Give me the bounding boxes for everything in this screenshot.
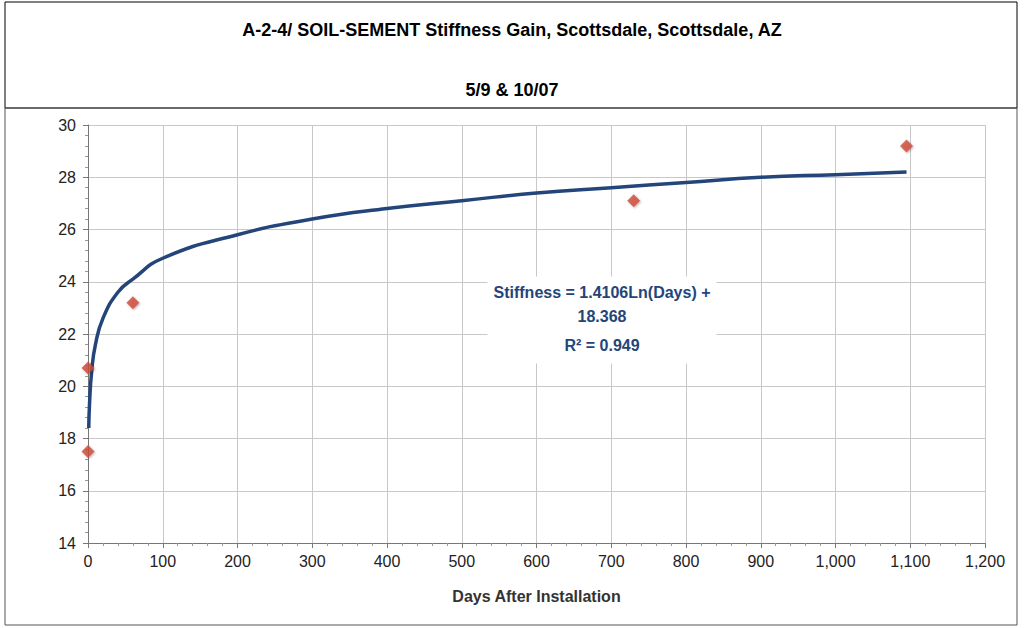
- svg-text:18: 18: [58, 430, 76, 447]
- svg-text:A-2-4/ SOIL-SEMENT Stiffness G: A-2-4/ SOIL-SEMENT Stiffness Gain, Scott…: [242, 20, 781, 40]
- svg-text:16: 16: [58, 482, 76, 499]
- svg-text:1,100: 1,100: [890, 553, 930, 570]
- svg-text:900: 900: [747, 553, 774, 570]
- svg-text:300: 300: [299, 553, 326, 570]
- svg-text:5/9 & 10/07: 5/9 & 10/07: [465, 80, 558, 100]
- svg-text:24: 24: [58, 273, 76, 290]
- svg-text:14: 14: [58, 535, 76, 552]
- svg-text:28: 28: [58, 169, 76, 186]
- svg-text:26: 26: [58, 221, 76, 238]
- svg-text:400: 400: [374, 553, 401, 570]
- svg-text:600: 600: [523, 553, 550, 570]
- svg-text:20: 20: [58, 378, 76, 395]
- svg-text:200: 200: [224, 553, 251, 570]
- svg-text:R² = 0.949: R² = 0.949: [564, 337, 639, 354]
- svg-text:30: 30: [58, 117, 76, 134]
- svg-text:100: 100: [149, 553, 176, 570]
- svg-text:700: 700: [598, 553, 625, 570]
- svg-text:0: 0: [84, 553, 93, 570]
- svg-text:1,200: 1,200: [965, 553, 1005, 570]
- svg-text:22: 22: [58, 326, 76, 343]
- svg-text:18.368: 18.368: [578, 308, 627, 325]
- svg-text:800: 800: [673, 553, 700, 570]
- svg-text:500: 500: [448, 553, 475, 570]
- svg-text:Days After Installation: Days After Installation: [452, 588, 620, 605]
- svg-text:Stiffness = 1.4106Ln(Days) +: Stiffness = 1.4106Ln(Days) +: [494, 284, 711, 301]
- svg-text:1,000: 1,000: [815, 553, 855, 570]
